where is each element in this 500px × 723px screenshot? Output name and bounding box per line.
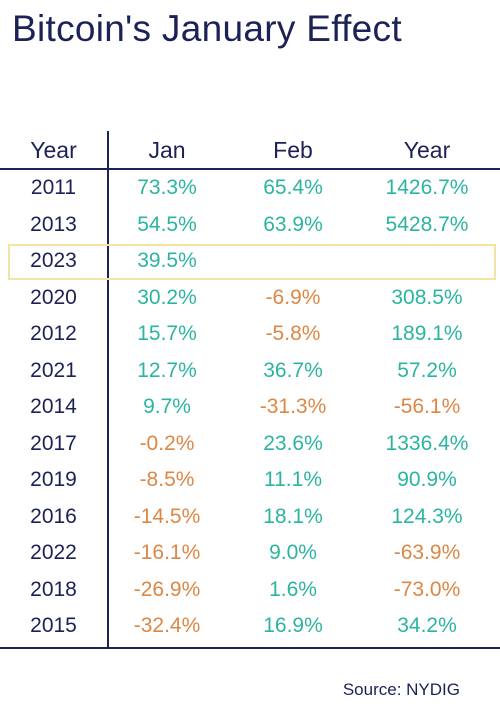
cell-year: 2012 <box>30 322 77 345</box>
cell-feb-return: 1.6% <box>269 577 317 601</box>
cell-jan-return: -32.4% <box>133 614 201 637</box>
cell-feb-return: 65.4% <box>263 176 323 199</box>
table-row: 2018 -26.9% 1.6% -73.0% <box>0 573 500 610</box>
cell-feb-return: 63.9% <box>263 212 323 236</box>
cell-feb-return: 18.1% <box>263 504 323 528</box>
table-row: 2022 -16.1% 9.0% -63.9% <box>0 536 500 573</box>
cell-year: 2018 <box>30 577 77 601</box>
table-row: 2019 -8.5% 11.1% 90.9% <box>0 463 500 500</box>
table-row: 2017 -0.2% 23.6% 1336.4% <box>0 427 500 464</box>
cell-jan-return: 39.5% <box>137 249 197 272</box>
header-jan: Jan <box>148 137 186 163</box>
cell-jan-return: 9.7% <box>143 395 191 418</box>
cell-year: 2016 <box>30 504 77 528</box>
cell-jan-return: -14.5% <box>133 504 201 528</box>
cell-jan-return: 30.2% <box>137 285 197 309</box>
cell-jan-return: 12.7% <box>137 358 197 382</box>
cell-annual-return: 90.9% <box>397 468 457 491</box>
table-header: Year Jan Feb Year <box>0 131 500 168</box>
year-column-divider <box>107 131 109 649</box>
cell-jan-return: -26.9% <box>133 577 201 601</box>
cell-annual-return: 308.5% <box>391 285 463 309</box>
cell-feb-return: 23.6% <box>263 431 323 455</box>
cell-year: 2023 <box>30 249 77 272</box>
cell-year: 2013 <box>30 212 77 236</box>
cell-feb-return: -6.9% <box>265 285 321 309</box>
header-annual: Year <box>403 137 451 163</box>
cell-feb-return: 11.1% <box>264 468 322 491</box>
table-row: 2014 9.7% -31.3% -56.1% <box>0 390 500 427</box>
cell-year: 2017 <box>30 431 77 455</box>
cell-annual-return: -73.0% <box>393 577 461 601</box>
cell-feb-return: 16.9% <box>263 614 323 637</box>
cell-jan-return: 15.7% <box>137 322 197 345</box>
cell-jan-return: -8.5% <box>139 468 195 491</box>
table-bottom-border <box>0 647 500 649</box>
table-row: 2013 54.5% 63.9% 5428.7% <box>0 208 500 245</box>
cell-jan-return: 73.3% <box>137 176 197 199</box>
table-row: 2015 -32.4% 16.9% 34.2% <box>0 609 500 646</box>
header-feb: Feb <box>273 137 313 163</box>
cell-year: 2019 <box>30 468 77 491</box>
cell-annual-return: -56.1% <box>393 395 461 418</box>
table-row: 2016 -14.5% 18.1% 124.3% <box>0 500 500 537</box>
cell-jan-return: 54.5% <box>137 212 197 236</box>
source-note: Source: NYDIG <box>342 680 460 699</box>
cell-year: 2015 <box>30 614 77 637</box>
cell-year: 2021 <box>30 358 77 382</box>
cell-annual-return: 34.2% <box>397 614 457 637</box>
cell-feb-return: 9.0% <box>269 541 317 564</box>
header-year: Year <box>30 137 77 163</box>
cell-annual-return: 124.3% <box>391 504 463 528</box>
chart-title: Bitcoin's January Effect <box>12 8 402 49</box>
highlight-box <box>8 244 496 280</box>
cell-year: 2022 <box>30 541 77 564</box>
cell-annual-return: 57.2% <box>397 358 457 382</box>
header-divider <box>0 168 500 170</box>
cell-feb-return: -31.3% <box>259 395 327 418</box>
table-row: 2011 73.3% 65.4% 1426.7% <box>0 171 500 208</box>
table-row: 2020 30.2% -6.9% 308.5% <box>0 281 500 318</box>
table-row: 2012 15.7% -5.8% 189.1% <box>0 317 500 354</box>
cell-annual-return: 1336.4% <box>385 431 469 455</box>
cell-annual-return: 5428.7% <box>385 212 469 236</box>
cell-year: 2014 <box>30 395 77 418</box>
cell-jan-return: -16.1% <box>133 541 201 564</box>
cell-annual-return: 189.1% <box>391 322 463 345</box>
cell-feb-return: -5.8% <box>265 322 321 345</box>
table-row: 2021 12.7% 36.7% 57.2% <box>0 354 500 391</box>
table-row: 2023 39.5% <box>0 244 500 281</box>
cell-year: 2011 <box>30 176 77 199</box>
cell-annual-return: -63.9% <box>393 541 461 564</box>
cell-year: 2020 <box>30 285 77 309</box>
cell-jan-return: -0.2% <box>139 431 195 455</box>
cell-feb-return: 36.7% <box>263 358 323 382</box>
cell-annual-return: 1426.7% <box>385 176 469 199</box>
